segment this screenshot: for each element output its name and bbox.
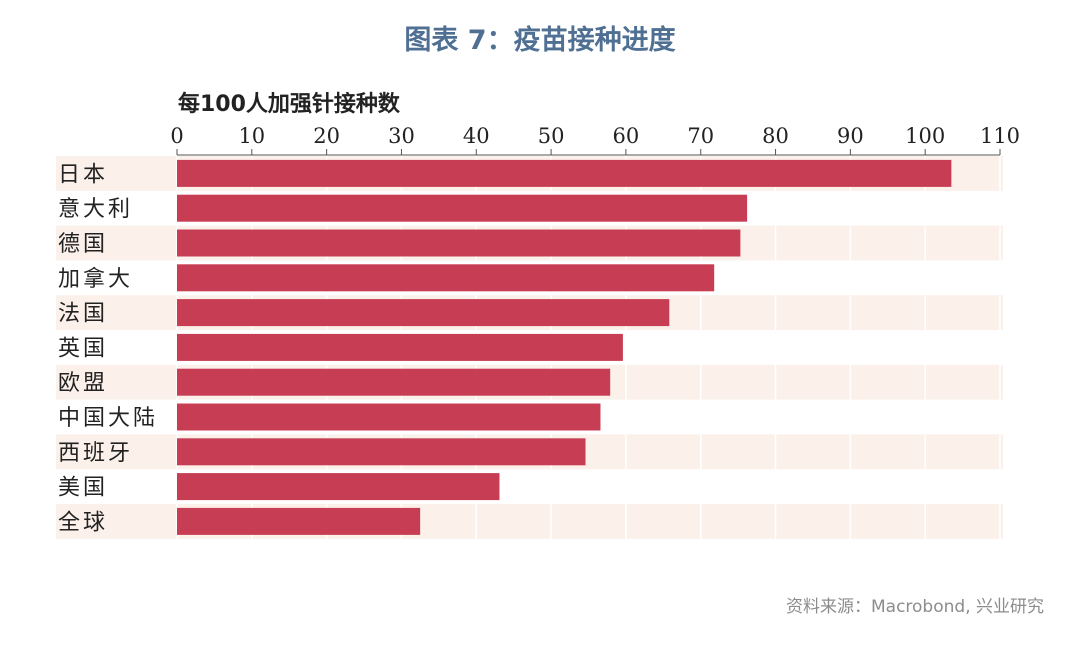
x-tick-label: 110 — [980, 124, 1020, 148]
x-tick-label: 60 — [613, 124, 640, 148]
category-label: 英国 — [58, 336, 108, 361]
bar — [177, 159, 952, 187]
category-label: 意大利 — [58, 197, 133, 222]
x-tick-label: 100 — [905, 124, 945, 148]
x-tick-label: 80 — [762, 124, 789, 148]
bar — [177, 299, 670, 327]
x-tick-label: 30 — [388, 124, 415, 148]
x-tick-label: 40 — [463, 124, 490, 148]
category-label: 加拿大 — [58, 266, 133, 292]
bar — [177, 438, 586, 466]
bar — [177, 473, 500, 501]
bar — [177, 194, 748, 222]
x-tick-label: 90 — [837, 124, 864, 148]
bar — [177, 333, 623, 361]
bar — [177, 403, 601, 431]
x-tick-label: 0 — [170, 124, 183, 148]
x-axis-title: 每100人加强针接种数 — [178, 91, 401, 117]
x-tick-label: 70 — [687, 124, 714, 148]
category-label: 全球 — [58, 510, 108, 535]
source-note: 资料来源：Macrobond, 兴业研究 — [785, 597, 1044, 617]
x-tick-label: 10 — [238, 124, 265, 148]
x-tick-label: 20 — [313, 124, 340, 148]
bar — [177, 368, 611, 396]
bar — [177, 264, 715, 292]
category-label: 欧盟 — [58, 371, 108, 396]
x-tick-label: 50 — [538, 124, 565, 148]
category-label: 德国 — [58, 232, 108, 257]
category-label: 法国 — [58, 302, 108, 327]
category-label: 中国大陆 — [58, 406, 158, 431]
chart-title: 图表 7：疫苗接种进度 — [404, 25, 676, 56]
bar — [177, 229, 741, 257]
category-label: 日本 — [58, 162, 108, 187]
category-label: 西班牙 — [58, 441, 133, 466]
category-label: 美国 — [58, 476, 108, 501]
bar — [177, 507, 421, 535]
